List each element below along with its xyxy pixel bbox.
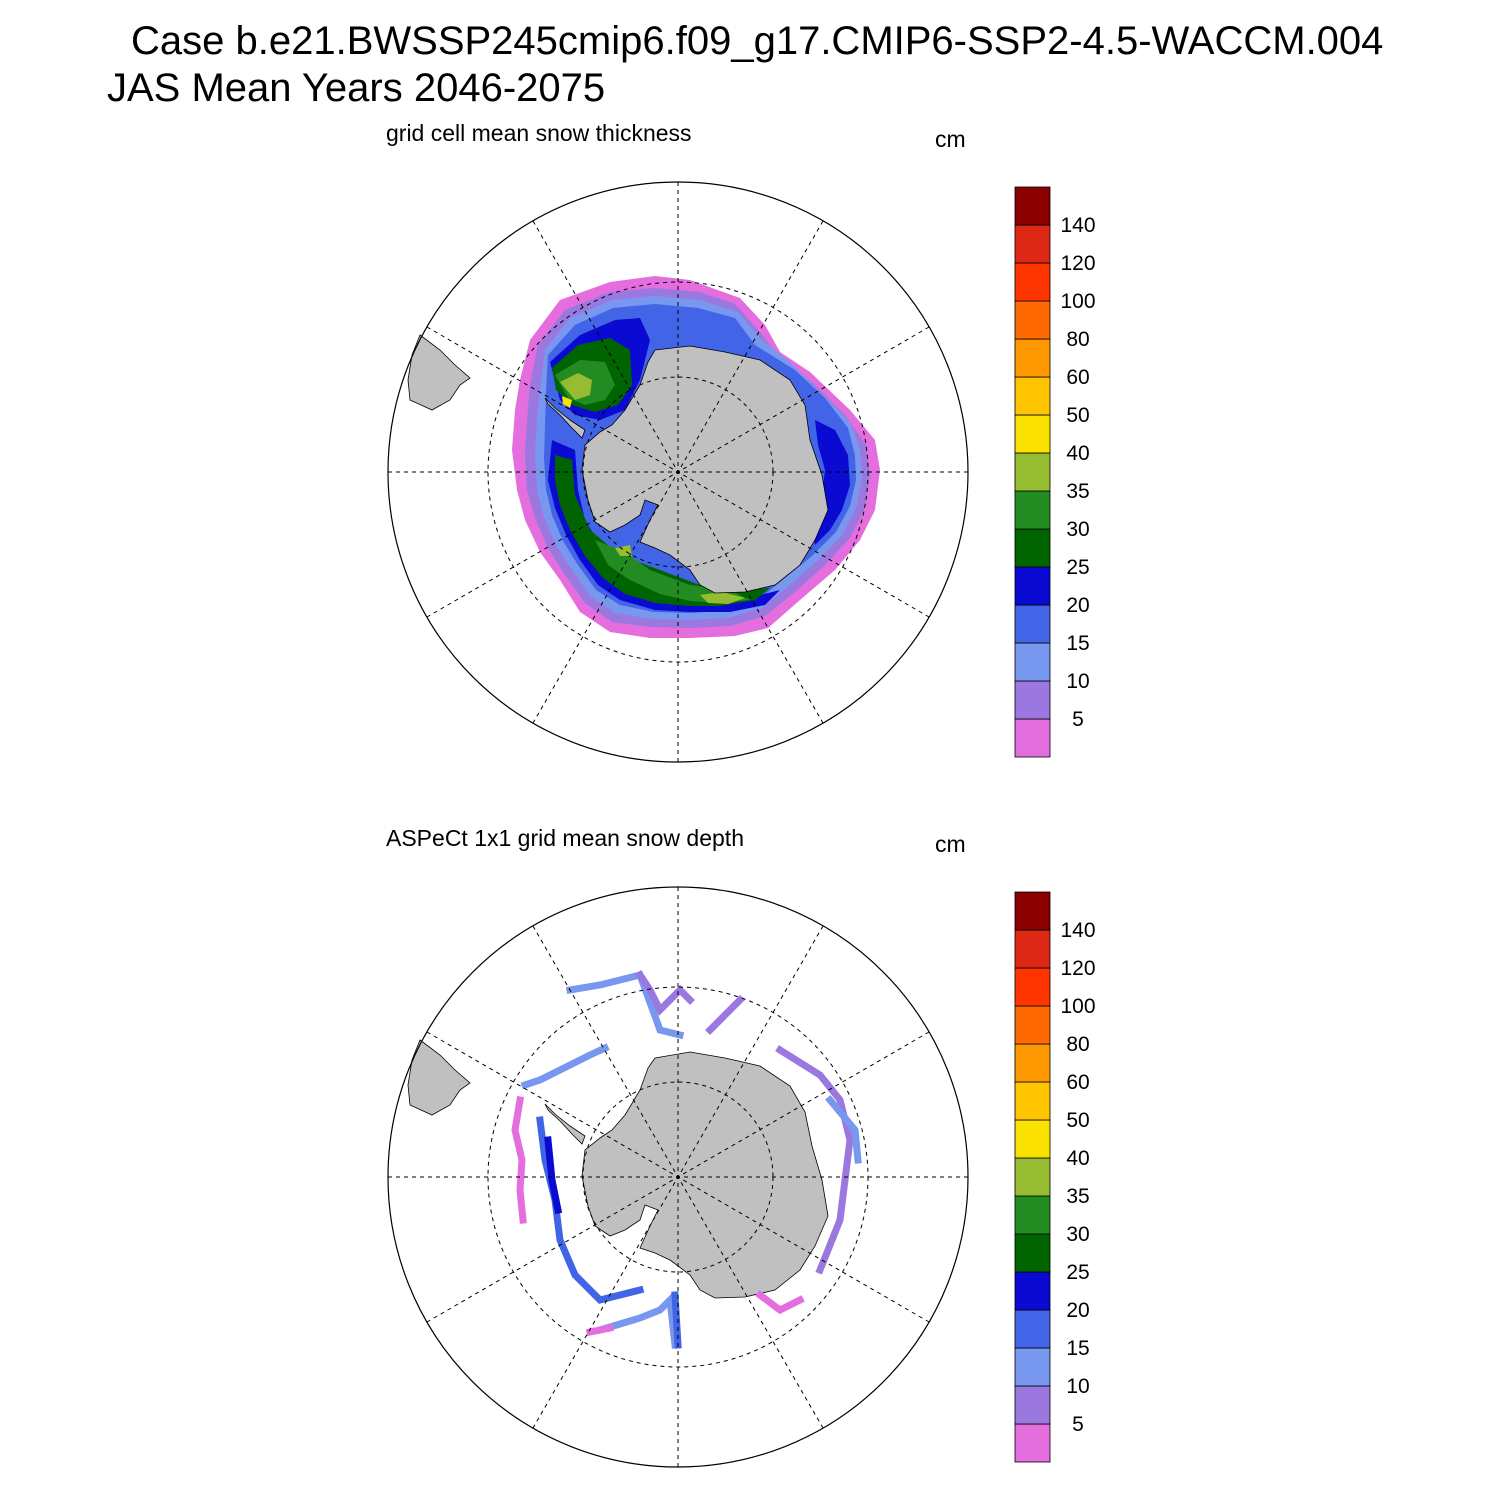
- colorbar-bottom-swatch-12: [1014, 967, 1051, 1007]
- colorbar-bottom-label-30: 30: [1066, 1223, 1089, 1246]
- antarctica-landmass: [581, 345, 829, 594]
- colorbar-bottom-label-25: 25: [1066, 1261, 1089, 1284]
- colorbar-top-label-15: 15: [1066, 632, 1089, 655]
- panel-top-unit: cm: [935, 126, 966, 152]
- map-bottom-panel: [387, 886, 969, 1468]
- map-top-frame: [387, 181, 969, 763]
- colorbar-bottom-label-15: 15: [1066, 1337, 1089, 1360]
- colorbar-bottom-label-5: 5: [1072, 1413, 1084, 1436]
- colorbar-top-label-60: 60: [1066, 366, 1089, 389]
- colorbar-bottom: 5 10 15 20 25 30 35 40 50 60 80 100 120 140: [1014, 891, 1096, 1463]
- colorbar-bottom-label-60: 60: [1066, 1071, 1089, 1094]
- colorbar-top-swatch-1: [1014, 680, 1051, 720]
- colorbar-top-label-100: 100: [1060, 290, 1095, 313]
- colorbar-bottom-label-120: 120: [1060, 957, 1095, 980]
- colorbar-top-swatch-7: [1014, 452, 1051, 492]
- colorbar-bottom-swatch-1: [1014, 1385, 1051, 1425]
- colorbar-top-label-5: 5: [1072, 708, 1084, 731]
- colorbar-bottom-label-40: 40: [1066, 1147, 1089, 1170]
- colorbar-top-swatch-14: [1014, 186, 1051, 226]
- colorbar-top-label-20: 20: [1066, 594, 1089, 617]
- colorbar-top-label-120: 120: [1060, 252, 1095, 275]
- colorbar-top-swatch-13: [1014, 224, 1051, 264]
- colorbar-bottom-swatch-4: [1014, 1271, 1051, 1311]
- colorbar-top-label-30: 30: [1066, 518, 1089, 541]
- panel-bottom-title: ASPeCt 1x1 grid mean snow depth: [386, 825, 744, 851]
- colorbar-bottom-swatch-6: [1014, 1195, 1051, 1235]
- figure-title-line2: JAS Mean Years 2046-2075: [107, 66, 606, 110]
- antarctica-landmass-bottom: [581, 1051, 829, 1299]
- colorbar-bottom-label-140: 140: [1060, 919, 1095, 942]
- colorbar-bottom-swatch-9: [1014, 1081, 1051, 1121]
- colorbar-bottom-swatch-5: [1014, 1233, 1051, 1273]
- colorbar-bottom-swatch-14: [1014, 891, 1051, 931]
- colorbar-top-label-10: 10: [1066, 670, 1089, 693]
- colorbar-top-swatch-8: [1014, 414, 1051, 454]
- colorbar-top-swatch-12: [1014, 262, 1051, 302]
- colorbar-top-label-50: 50: [1066, 404, 1089, 427]
- colorbar-top-label-80: 80: [1066, 328, 1089, 351]
- colorbar-top-label-40: 40: [1066, 442, 1089, 465]
- colorbar-bottom-label-100: 100: [1060, 995, 1095, 1018]
- snow-band-40-50: [562, 396, 572, 408]
- colorbar-bottom-swatch-10: [1014, 1043, 1051, 1083]
- colorbar-bottom-label-20: 20: [1066, 1299, 1089, 1322]
- south-america-landmass: [407, 334, 471, 411]
- colorbar-top-label-35: 35: [1066, 480, 1089, 503]
- colorbar-bottom-swatch-13: [1014, 929, 1051, 969]
- colorbar-top-swatch-6: [1014, 490, 1051, 530]
- colorbar-top-swatch-11: [1014, 300, 1051, 340]
- colorbar-bottom-label-80: 80: [1066, 1033, 1089, 1056]
- antarctic-peninsula-bottom: [544, 1103, 586, 1145]
- panel-bottom-unit: cm: [935, 831, 966, 857]
- colorbar-bottom-label-50: 50: [1066, 1109, 1089, 1132]
- snow-band-35-40: [560, 373, 745, 604]
- colorbar-bottom-label-35: 35: [1066, 1185, 1089, 1208]
- graticule-top: [388, 182, 968, 762]
- colorbar-top-swatch-0: [1014, 718, 1051, 758]
- colorbar-top-label-25: 25: [1066, 556, 1089, 579]
- figure-title-line1: Case b.e21.BWSSP245cmip6.f09_g17.CMIP6-S…: [131, 19, 1384, 63]
- colorbar-top-label-140: 140: [1060, 214, 1095, 237]
- colorbar-bottom-swatch-11: [1014, 1005, 1051, 1045]
- antarctic-peninsula: [544, 397, 586, 439]
- colorbar-bottom-swatch-7: [1014, 1157, 1051, 1197]
- colorbar-top-swatch-4: [1014, 566, 1051, 606]
- colorbar-bottom-swatch-2: [1014, 1347, 1051, 1387]
- colorbar-bottom-label-10: 10: [1066, 1375, 1089, 1398]
- graticule-bottom: [388, 887, 968, 1467]
- colorbar-bottom-swatch-8: [1014, 1119, 1051, 1159]
- colorbar-top-swatch-9: [1014, 376, 1051, 416]
- colorbar-top-swatch-5: [1014, 528, 1051, 568]
- snow-band-25-30: [552, 338, 770, 606]
- map-top-panel: [387, 181, 969, 763]
- south-america-landmass-bottom: [407, 1039, 471, 1116]
- colorbar-bottom-swatch-0: [1014, 1423, 1051, 1463]
- colorbar-top: 5 10 15 20 25 30 35 40 50 60 80 100 120 140: [1014, 186, 1096, 758]
- colorbar-bottom-swatch-3: [1014, 1309, 1051, 1349]
- colorbar-top-swatch-2: [1014, 642, 1051, 682]
- colorbar-top-swatch-3: [1014, 604, 1051, 644]
- panel-top-title: grid cell mean snow thickness: [386, 120, 692, 146]
- ship-track-observations: [511, 970, 862, 1349]
- colorbar-top-swatch-10: [1014, 338, 1051, 378]
- map-bottom-frame: [387, 886, 969, 1468]
